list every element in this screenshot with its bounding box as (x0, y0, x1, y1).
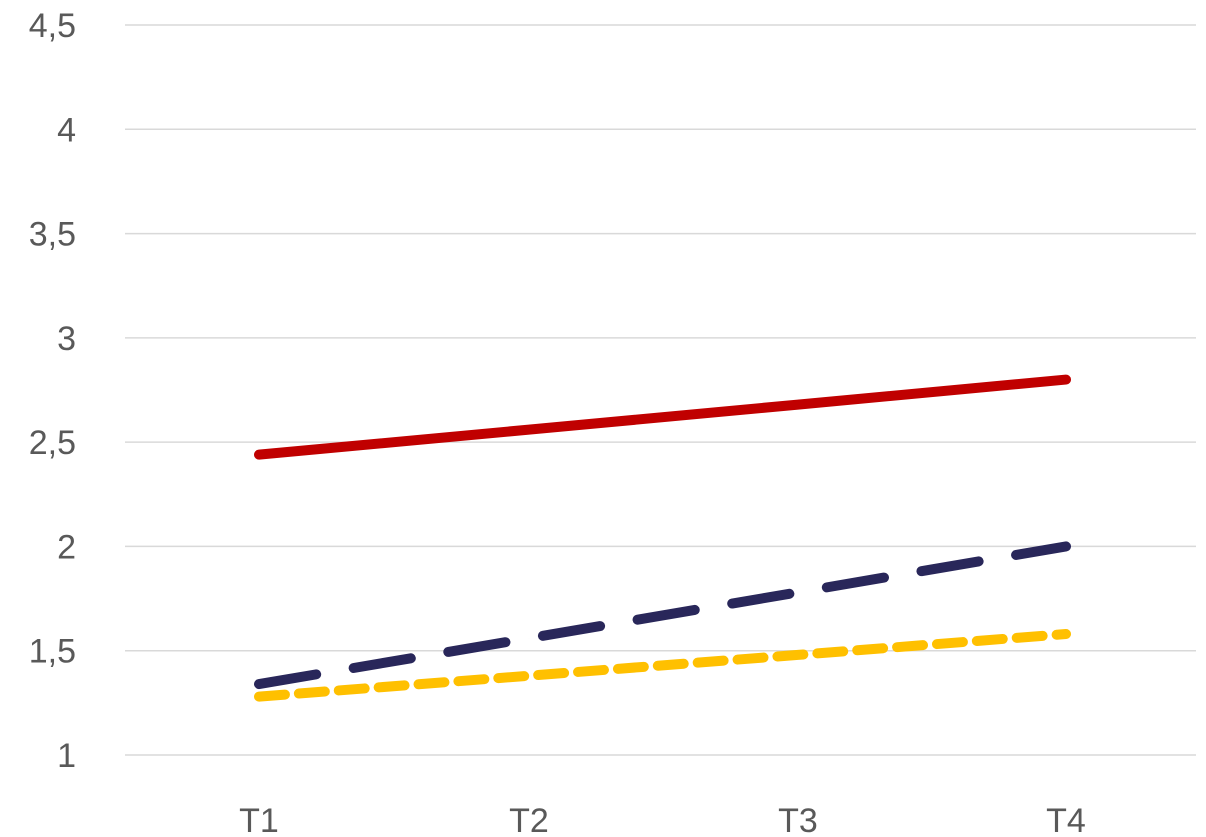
y-tick-label: 1,5 (29, 633, 76, 671)
y-tick-label: 3,5 (29, 216, 76, 254)
y-tick-label: 3 (57, 320, 76, 358)
y-axis-tick-labels: 1 1,5 2 2,5 3 3,5 4 4,5 (29, 7, 76, 775)
x-tick-label: T1 (239, 802, 279, 837)
series-line-2 (254, 541, 1071, 690)
x-tick-label: T3 (778, 802, 818, 837)
series-line-1 (254, 374, 1071, 460)
y-tick-label: 1 (57, 737, 76, 775)
x-tick-label: T4 (1046, 802, 1086, 837)
y-tick-label: 4,5 (29, 7, 76, 45)
series-lines (254, 374, 1071, 702)
y-tick-label: 4 (57, 111, 76, 149)
x-axis-tick-labels: T1 T2 T3 T4 (239, 802, 1086, 837)
series-line-3 (254, 629, 1071, 702)
y-tick-label: 2,5 (29, 424, 76, 462)
y-tick-label: 2 (57, 528, 76, 566)
gridlines (125, 24, 1196, 756)
x-tick-label: T2 (509, 802, 549, 837)
